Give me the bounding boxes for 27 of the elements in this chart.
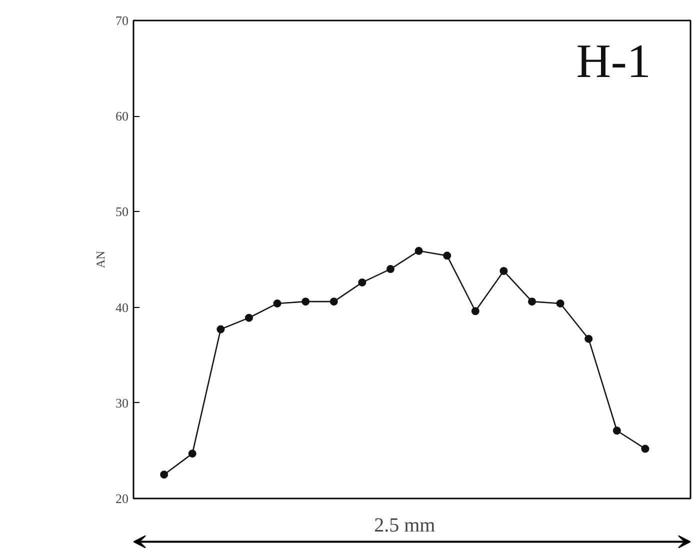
point xyxy=(330,298,338,306)
y-tick-label: 20 xyxy=(116,491,128,506)
point xyxy=(528,298,536,306)
y-tick-label: 60 xyxy=(116,108,128,124)
text: 2.5 mm xyxy=(374,514,436,536)
point xyxy=(160,470,168,479)
point xyxy=(188,450,196,458)
point xyxy=(500,266,508,275)
point xyxy=(641,444,650,453)
point xyxy=(612,426,621,435)
point xyxy=(443,252,452,260)
point xyxy=(216,325,225,334)
point xyxy=(386,265,394,274)
point xyxy=(471,307,480,316)
y-tick-label: 30 xyxy=(116,395,128,410)
y-tick-label: 50 xyxy=(116,204,128,220)
y-axis-title: AN xyxy=(94,250,108,268)
annotation: H-1 xyxy=(576,34,651,88)
point xyxy=(302,298,310,306)
point xyxy=(414,246,423,255)
point xyxy=(244,314,253,322)
y-tick-label: 70 xyxy=(116,13,128,28)
point xyxy=(584,334,593,343)
point xyxy=(358,278,366,286)
point xyxy=(273,299,282,308)
y-tick-label: 40 xyxy=(116,300,128,315)
point xyxy=(556,299,564,308)
